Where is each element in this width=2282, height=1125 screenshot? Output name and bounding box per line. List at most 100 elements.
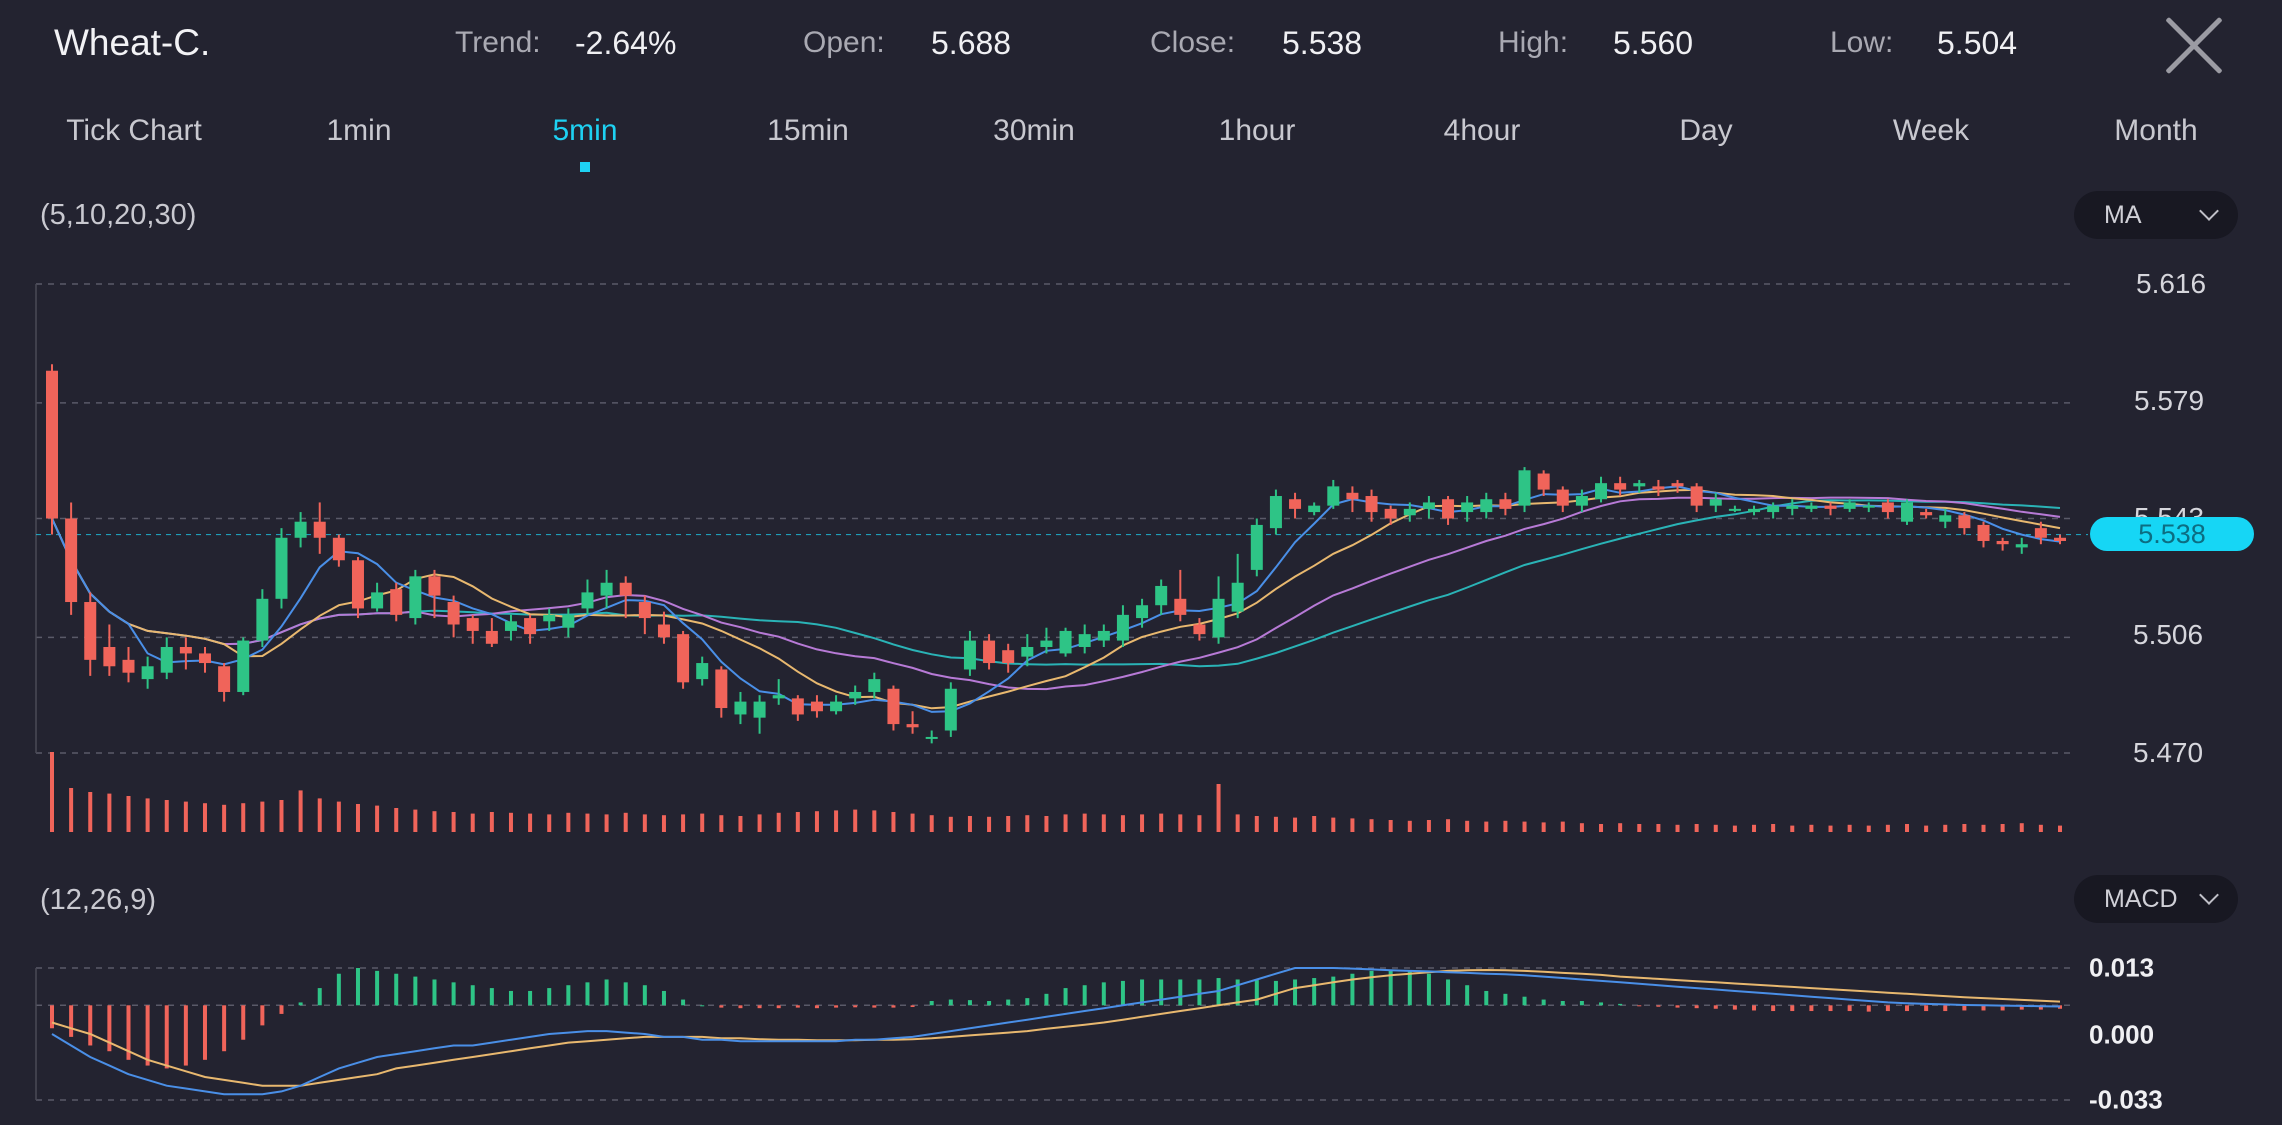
macd-histogram-bar	[1082, 985, 1087, 1006]
volume-bar	[1522, 821, 1527, 832]
candle-up	[944, 688, 957, 731]
volume-bar	[1771, 824, 1776, 832]
price-axis-label: 5.506	[2133, 619, 2204, 650]
candle-down	[2054, 537, 2066, 541]
tab-tick-chart[interactable]: Tick Chart	[66, 114, 202, 147]
candle-up	[1040, 640, 1053, 647]
volume-bar	[604, 814, 609, 832]
candle-up	[868, 679, 881, 692]
candle-down	[313, 521, 326, 538]
macd-histogram-bar	[1426, 973, 1431, 1006]
volume-bar	[1120, 815, 1125, 832]
candle-up	[1097, 630, 1110, 641]
candle-down	[677, 634, 690, 683]
macd-histogram-bar	[1140, 979, 1145, 1006]
candle-up	[734, 701, 747, 715]
volume-bar	[1560, 821, 1565, 832]
active-tab-indicator	[580, 162, 590, 172]
candle-down	[1977, 524, 1990, 541]
candle-down	[1920, 512, 1933, 516]
macd-histogram-bar	[547, 988, 552, 1006]
volume-bar	[757, 814, 762, 832]
macd-histogram-bar	[1369, 970, 1374, 1006]
macd-histogram-bar	[1331, 976, 1336, 1006]
macd-histogram-bar	[489, 988, 494, 1006]
volume-bar	[145, 798, 150, 832]
macd-histogram-bar	[528, 990, 533, 1006]
tab-month[interactable]: Month	[2114, 114, 2198, 147]
tab-4hour[interactable]: 4hour	[1443, 114, 1521, 147]
macd-histogram-bar	[355, 968, 360, 1006]
price-axis-label: 5.470	[2133, 737, 2204, 768]
macd-histogram-bar	[2038, 1005, 2043, 1010]
tab-15min[interactable]: 15min	[767, 114, 849, 147]
candle-down	[1499, 499, 1512, 509]
candle-down	[810, 701, 823, 712]
volume-bar	[2019, 823, 2024, 832]
volume-bar	[183, 801, 188, 832]
ma20-line	[51, 496, 2061, 691]
volume-bar	[1943, 824, 1948, 832]
macd-histogram-bar	[183, 1005, 188, 1066]
volume-bar	[69, 788, 74, 832]
macd-histogram-bar	[1560, 1001, 1565, 1006]
volume-bar	[1025, 815, 1030, 832]
macd-histogram-bar	[776, 1005, 781, 1009]
volume-bar	[1484, 821, 1489, 832]
macd-histogram-bar	[298, 1002, 303, 1006]
macd-histogram-bar	[1484, 990, 1489, 1006]
volume-bar	[432, 811, 437, 832]
candle-up	[696, 663, 709, 680]
candle-up	[504, 621, 517, 631]
ma-selector[interactable]: MA	[2074, 191, 2238, 239]
candle-down	[46, 370, 58, 519]
macd-histogram-bar	[2019, 1005, 2024, 1010]
macd-histogram-bar	[1293, 979, 1298, 1006]
tab-1hour[interactable]: 1hour	[1218, 114, 1296, 147]
macd-histogram-bar	[910, 1005, 915, 1008]
candle-up	[1728, 508, 1741, 511]
macd-histogram-bar	[1407, 970, 1412, 1006]
macd-histogram-bar	[1541, 999, 1546, 1006]
candle-up	[830, 701, 843, 712]
candle-up	[925, 736, 938, 739]
tab-day[interactable]: Day	[1679, 114, 1733, 147]
macd-histogram-bar	[107, 1005, 112, 1052]
macd-histogram-bar	[1254, 980, 1259, 1006]
macd-histogram-bar	[1044, 993, 1049, 1006]
volume-bar	[1426, 820, 1431, 832]
candle-up	[371, 592, 384, 609]
candle-down	[1690, 486, 1703, 506]
macd-histogram-bar	[1790, 1005, 1795, 1012]
candle-up	[1843, 502, 1856, 509]
candle-down	[638, 602, 651, 619]
macd-histogram-bar	[69, 1005, 74, 1037]
macd-params: (12,26,9)	[40, 884, 157, 916]
macd-selector[interactable]: MACD	[2074, 875, 2238, 923]
tab-5min[interactable]: 5min	[552, 114, 618, 147]
close-label: Close:	[1150, 26, 1236, 59]
macd-histogram-bar	[1446, 979, 1451, 1006]
candle-up	[1308, 505, 1321, 513]
macd-histogram-bar	[1025, 998, 1030, 1006]
volume-bar	[623, 812, 628, 832]
candle-up	[562, 614, 575, 628]
volume-bar	[1006, 816, 1011, 832]
volume-bar	[336, 801, 341, 832]
volume-bar	[1197, 815, 1202, 832]
tab-1min[interactable]: 1min	[326, 114, 392, 147]
candle-down	[1824, 505, 1837, 509]
candle-up	[1939, 515, 1952, 522]
tab-week[interactable]: Week	[1892, 114, 1970, 147]
volume-bar	[1752, 824, 1757, 832]
volume-bar	[1885, 824, 1890, 832]
volume-bar	[1159, 813, 1164, 832]
volume-bar	[126, 796, 131, 832]
volume-bar	[1790, 825, 1795, 832]
high-label: High:	[1498, 26, 1569, 59]
macd-histogram-bar	[1159, 979, 1164, 1006]
volume-bar	[1924, 825, 1929, 832]
macd-histogram-bar	[1101, 982, 1106, 1006]
tab-30min[interactable]: 30min	[993, 114, 1075, 147]
